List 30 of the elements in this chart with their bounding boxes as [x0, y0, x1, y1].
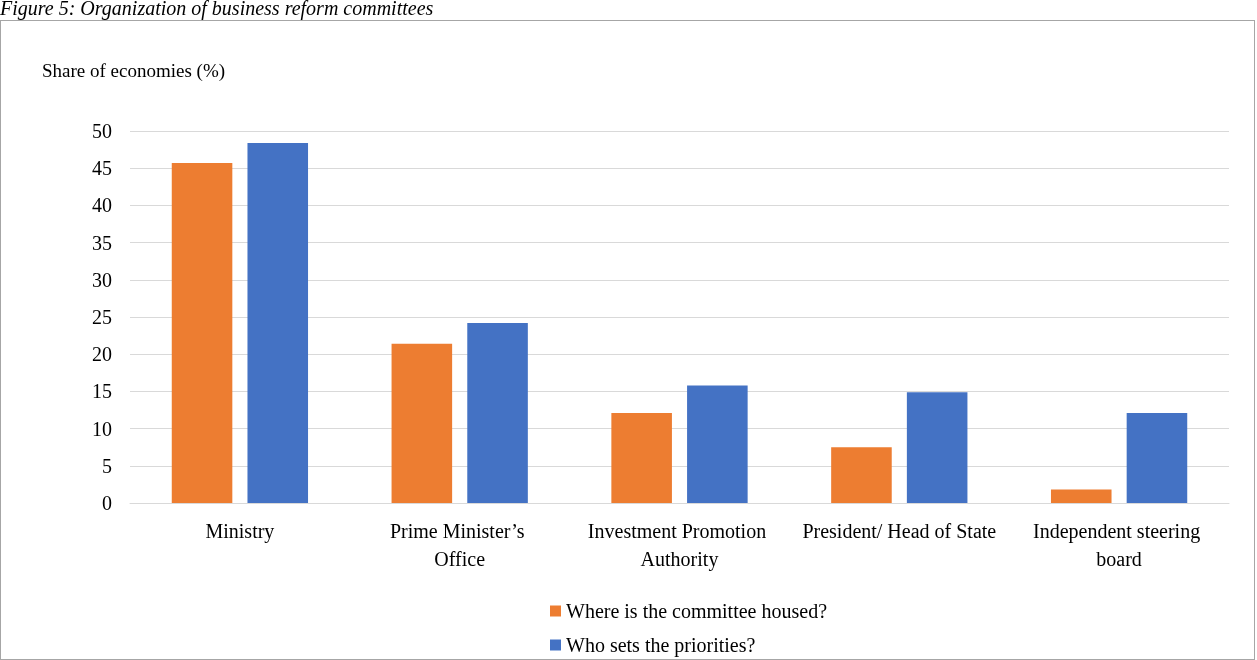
legend-label: Who sets the priorities? — [566, 634, 756, 657]
chart-title: Figure 5: Organization of business reform committees — [0, 0, 434, 20]
y-tick-label: 0 — [102, 492, 112, 514]
bar — [687, 385, 748, 503]
y-tick-label: 30 — [92, 268, 112, 291]
bar — [1050, 489, 1112, 503]
y-tick-label: 15 — [92, 380, 112, 403]
x-tick-label: Prime Minister’s Office — [389, 520, 530, 570]
legend-label: Where is the committee housed? — [566, 600, 828, 622]
x-tick-label: Investment Promotion Authority — [587, 520, 772, 571]
bar — [467, 322, 528, 503]
bar — [171, 162, 233, 503]
bar — [247, 142, 309, 503]
x-tick-label: Independent steering board — [1033, 520, 1206, 570]
x-tick-label: Ministry — [205, 520, 275, 543]
y-tick-label: 5 — [102, 454, 112, 477]
y-tick-label: 50 — [92, 120, 112, 142]
bar — [906, 392, 968, 503]
y-axis-title: Share of economies (%) — [42, 60, 226, 82]
y-tick-label: 40 — [92, 194, 112, 217]
y-tick-label: 45 — [92, 157, 112, 180]
x-tick-label: President/ Head of State — [802, 520, 997, 542]
y-tick-label: 10 — [92, 417, 112, 440]
bar — [831, 447, 892, 503]
bar — [1126, 412, 1188, 503]
y-tick-label: 25 — [92, 306, 112, 328]
y-tick-label: 35 — [92, 231, 112, 254]
y-tick-label: 20 — [92, 343, 112, 366]
bar — [611, 412, 672, 503]
bar — [391, 343, 453, 503]
